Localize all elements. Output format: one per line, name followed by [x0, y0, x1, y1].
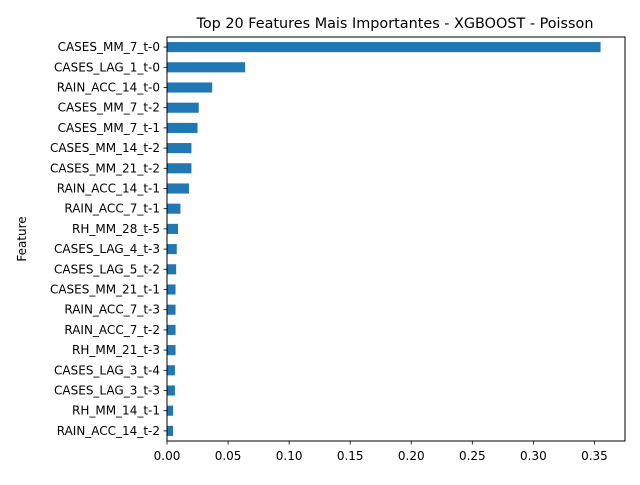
- x-tick-label: 0.05: [215, 449, 242, 463]
- y-tick-label: RH_MM_21_t-3: [72, 343, 160, 357]
- y-tick-label: RAIN_ACC_7_t-2: [64, 323, 160, 337]
- bar-CASES_LAG_3_t-3: [167, 385, 175, 396]
- bar-CASES_MM_21_t-2: [167, 163, 192, 174]
- y-tick-label: CASES_LAG_3_t-3: [54, 384, 160, 398]
- bar-RH_MM_28_t-5: [167, 223, 178, 234]
- bar-CASES_LAG_1_t-0: [167, 62, 246, 73]
- x-tick-labels: 0.00 0.05 0.10 0.15 0.20 0.25 0.30 0.35: [154, 441, 608, 463]
- x-tick-label: 0.35: [581, 449, 608, 463]
- bar-CASES_LAG_5_t-2: [167, 264, 177, 275]
- y-tick-label: CASES_LAG_1_t-0: [54, 60, 160, 74]
- bar-CASES_MM_7_t-0: [167, 42, 601, 53]
- y-tick-label: RAIN_ACC_14_t-1: [57, 182, 160, 196]
- y-tick-label: CASES_LAG_5_t-2: [54, 262, 160, 276]
- y-tick-label: RAIN_ACC_7_t-3: [64, 303, 160, 317]
- y-tick-label: CASES_MM_21_t-1: [50, 283, 160, 297]
- y-tick-label: CASES_MM_21_t-2: [50, 161, 160, 175]
- bar-RH_MM_14_t-1: [167, 405, 174, 416]
- y-tick-label: CASES_LAG_4_t-3: [54, 242, 160, 256]
- y-tick-label: RH_MM_14_t-1: [72, 404, 160, 418]
- x-tick-label: 0.00: [154, 449, 181, 463]
- bar-RAIN_ACC_7_t-1: [167, 203, 181, 214]
- x-tick-label: 0.15: [337, 449, 364, 463]
- bar-RAIN_ACC_14_t-1: [167, 183, 189, 194]
- bar-CASES_MM_14_t-2: [167, 143, 192, 154]
- x-tick-label: 0.20: [398, 449, 425, 463]
- bar-CASES_MM_7_t-1: [167, 122, 198, 133]
- bar-CASES_LAG_4_t-3: [167, 244, 177, 255]
- x-tick-label: 0.25: [459, 449, 486, 463]
- bar-CASES_LAG_3_t-4: [167, 365, 175, 376]
- y-tick-labels: CASES_MM_7_t-0 CASES_LAG_1_t-0 RAIN_ACC_14…: [50, 40, 167, 438]
- x-tick-label: 0.30: [520, 449, 547, 463]
- bar-RH_MM_21_t-3: [167, 345, 176, 356]
- y-tick-label: CASES_MM_14_t-2: [50, 141, 160, 155]
- bar-CASES_MM_7_t-2: [167, 102, 199, 113]
- bar-RAIN_ACC_7_t-3: [167, 304, 176, 315]
- bar-RAIN_ACC_14_t-0: [167, 82, 213, 93]
- chart-title: Top 20 Features Mais Importantes - XGBOO…: [196, 16, 594, 32]
- y-tick-label: CASES_LAG_3_t-4: [54, 363, 160, 377]
- y-tick-label: CASES_MM_7_t-2: [58, 101, 160, 115]
- y-tick-label: RAIN_ACC_14_t-2: [57, 424, 160, 438]
- x-tick-label: 0.10: [276, 449, 303, 463]
- y-tick-label: RH_MM_28_t-5: [72, 222, 160, 236]
- y-tick-label: RAIN_ACC_14_t-0: [57, 81, 160, 95]
- plot-frame: [166, 36, 626, 442]
- bar-RAIN_ACC_14_t-2: [167, 425, 174, 436]
- y-tick-label: CASES_MM_7_t-0: [58, 40, 160, 54]
- y-axis-label: Feature: [15, 216, 29, 261]
- bar-CASES_MM_21_t-1: [167, 284, 176, 295]
- y-tick-label: RAIN_ACC_7_t-1: [64, 202, 160, 216]
- bars-group: [167, 42, 601, 436]
- y-tick-label: CASES_MM_7_t-1: [58, 121, 160, 135]
- bar-RAIN_ACC_7_t-2: [167, 324, 176, 335]
